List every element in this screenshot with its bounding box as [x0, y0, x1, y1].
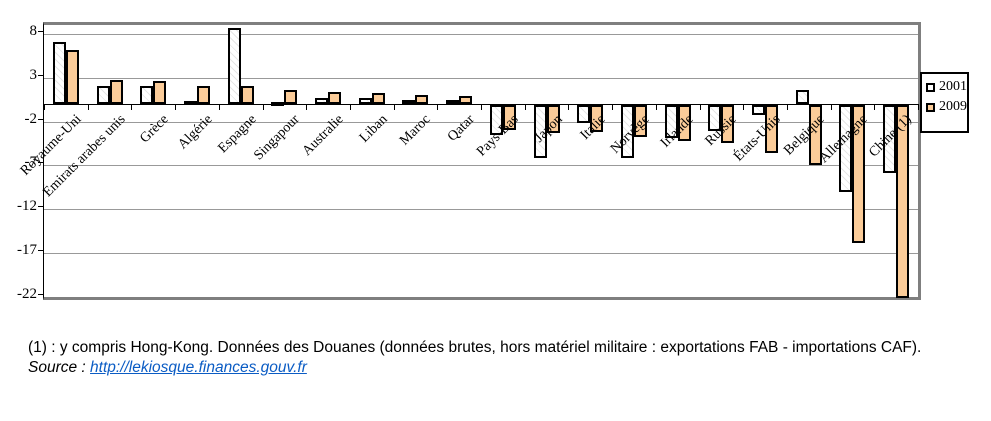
- bar-2001-Algérie: [183, 101, 197, 106]
- gridline--17: [44, 253, 918, 255]
- bar-2009-Belgique: [808, 104, 822, 165]
- gridline--12: [44, 209, 918, 211]
- bar-2009-Grèce: [153, 81, 167, 104]
- bar-2009-Japon: [546, 104, 560, 134]
- gridline--2: [44, 121, 918, 123]
- y-tick-mark: [38, 250, 44, 252]
- bar-2009-Italie: [590, 104, 604, 133]
- bar-2009-Émirats arabes unis: [109, 80, 123, 104]
- bar-2009-Norvège: [633, 104, 647, 137]
- bar-2001-Qatar: [446, 99, 460, 104]
- legend-label-2001: 2001: [939, 79, 967, 94]
- x-axis-tick: [437, 103, 438, 110]
- bar-2001-Norvège: [620, 104, 634, 159]
- x-axis-tick: [306, 103, 307, 110]
- y-tick-mark: [38, 30, 44, 32]
- chart-footnote-block: (1) : y compris Hong-Kong. Données des D…: [28, 338, 928, 377]
- y-tick-label: -22: [17, 286, 37, 302]
- legend-swatch-2001: [926, 82, 935, 92]
- bar-2001-Royaume-Uni: [52, 41, 66, 104]
- x-axis-tick: [175, 103, 176, 110]
- x-axis-tick: [874, 103, 875, 110]
- gridline-8: [44, 33, 918, 35]
- bar-2001-Maroc: [402, 100, 416, 105]
- y-tick-mark: [38, 74, 44, 76]
- x-axis-tick: [700, 103, 701, 110]
- bar-2001-Grèce: [140, 85, 154, 104]
- x-axis-tick: [394, 103, 395, 110]
- gridline--7: [44, 165, 918, 167]
- y-tick-mark: [38, 294, 44, 295]
- x-axis-tick: [525, 103, 526, 110]
- y-tick-label: -7: [24, 154, 38, 171]
- bar-2009-Russie: [721, 104, 735, 143]
- x-axis-tick: [219, 103, 220, 110]
- bar-2001-Pays-Bas: [489, 104, 503, 135]
- bar-2009-Algérie: [196, 85, 210, 104]
- x-axis-tick: [918, 103, 919, 110]
- y-tick-mark: [38, 162, 44, 164]
- x-axis-tick: [568, 103, 569, 110]
- bar-2001-Allemagne: [839, 104, 853, 192]
- bar-2001-Irlande: [664, 104, 678, 139]
- bar-2009-Singapour: [284, 89, 298, 104]
- chart-plot-area: Royaume-Uni Émirats arabes unis Grèce Algér…: [18, 22, 921, 300]
- x-axis-tick: [481, 103, 482, 110]
- source-link[interactable]: http://lekiosque.finances.gouv.fr: [90, 359, 307, 376]
- source-line: Source : http://lekiosque.finances.gouv.…: [28, 358, 928, 377]
- bar-2009-Qatar: [459, 96, 473, 104]
- bar-2009-Liban: [371, 93, 385, 104]
- bar-2009-Australie: [328, 91, 342, 104]
- footnote-text: (1) : y compris Hong-Kong. Données des D…: [28, 339, 922, 356]
- x-axis-tick: [612, 103, 613, 110]
- bar-2001-Liban: [358, 97, 372, 104]
- bar-2001-Espagne: [227, 27, 241, 104]
- bar-2001-Australie: [315, 97, 329, 104]
- x-axis-tick: [656, 103, 657, 110]
- legend-entry-2009: 2009: [926, 100, 967, 114]
- gridline-3: [44, 77, 918, 79]
- y-tick-label: 8: [29, 22, 38, 39]
- bar-2009-Pays-Bas: [502, 104, 516, 130]
- x-axis-tick: [787, 103, 788, 110]
- x-axis-tick: [44, 103, 45, 110]
- bar-2001-Italie: [577, 104, 591, 124]
- bar-2009-Royaume-Uni: [65, 49, 79, 104]
- trade-balance-bar-chart: Royaume-Uni Émirats arabes unis Grèce Algér…: [17, 22, 969, 302]
- bar-2001-États-Unis: [752, 104, 766, 115]
- chart-legend: 2001 2009: [920, 72, 969, 133]
- bar-2001-Émirats arabes unis: [96, 86, 110, 104]
- x-axis-tick: [263, 103, 264, 110]
- bar-2001-Japon: [533, 104, 547, 158]
- bar-2001-Russie: [708, 104, 722, 132]
- y-tick-label: -12: [17, 198, 37, 215]
- bar-2001-Belgique: [795, 89, 809, 104]
- bar-2009-États-Unis: [765, 104, 779, 154]
- y-tick-label: 3: [29, 66, 38, 83]
- bar-2001-Chine (1): [883, 104, 897, 174]
- legend-label-2009: 2009: [939, 99, 967, 114]
- bar-2009-Irlande: [677, 104, 691, 141]
- x-axis-tick: [88, 103, 89, 110]
- bar-2009-Espagne: [240, 86, 254, 104]
- x-axis-tick: [350, 103, 351, 110]
- source-label: Source :: [28, 359, 91, 376]
- bar-2009-Allemagne: [852, 104, 866, 243]
- bar-2009-Chine (1): [896, 104, 910, 298]
- y-tick-mark: [38, 206, 44, 208]
- bar-2001-Singapour: [271, 102, 285, 107]
- y-tick-label: -17: [17, 242, 37, 259]
- legend-entry-2001: 2001: [926, 80, 967, 94]
- bar-2009-Maroc: [415, 95, 429, 104]
- x-axis-tick: [743, 103, 744, 110]
- y-tick-label: -2: [24, 110, 38, 127]
- x-axis-tick: [831, 103, 832, 110]
- x-axis-tick: [131, 103, 132, 110]
- legend-swatch-2009: [926, 102, 935, 112]
- y-tick-mark: [38, 118, 44, 120]
